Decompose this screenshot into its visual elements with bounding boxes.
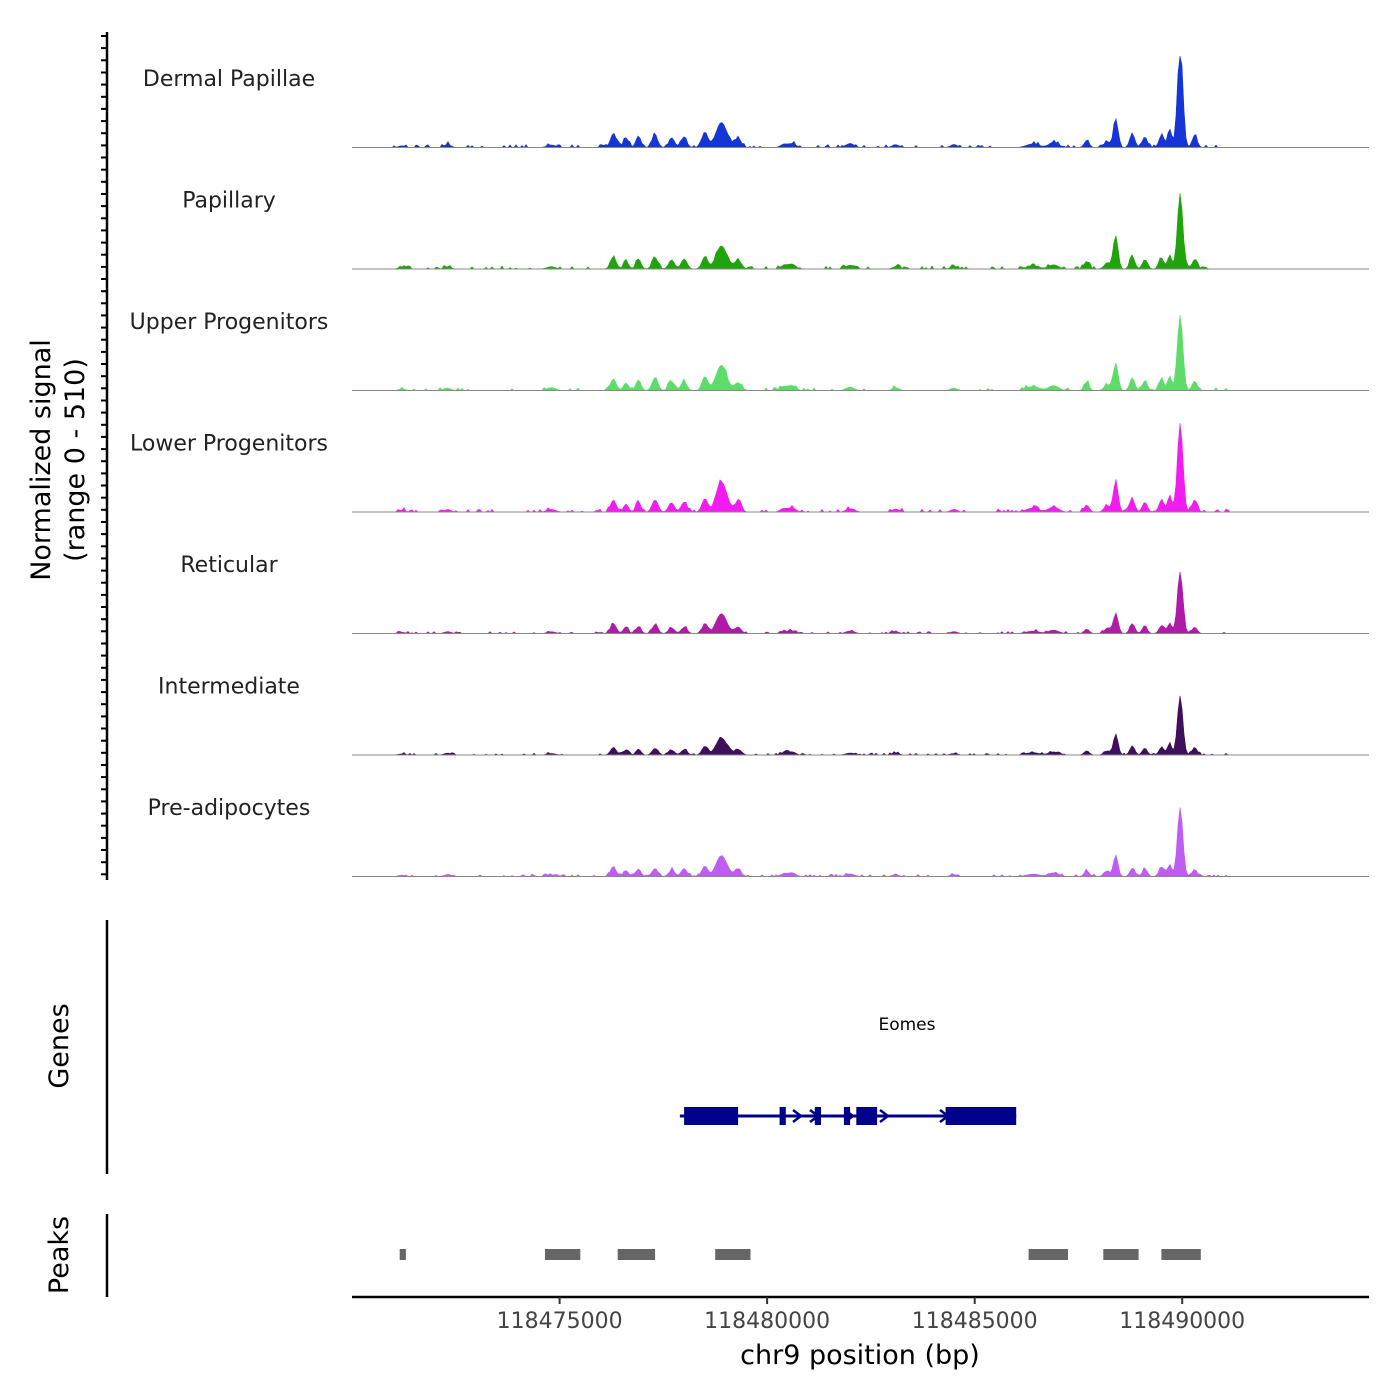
x-axis-tick-label: 118475000 <box>497 1309 623 1334</box>
signal-area <box>352 423 1369 513</box>
gene-exon <box>945 1107 1017 1125</box>
x-axis-tick-label: 118485000 <box>912 1309 1038 1334</box>
signal-area <box>352 571 1369 634</box>
gene-name-label: Eomes <box>878 1015 935 1035</box>
signal-track-pre-adipocytes: Pre-adipocytes <box>148 796 1369 877</box>
signal-axis-label-line2: (range 0 - 510) <box>60 358 91 562</box>
x-axis-tick-label: 118480000 <box>704 1309 830 1334</box>
signal-area <box>352 807 1369 877</box>
peak-region <box>715 1249 751 1260</box>
track-label: Papillary <box>182 189 276 214</box>
track-label: Intermediate <box>158 675 300 700</box>
signal-track-lower-progenitors: Lower Progenitors <box>130 423 1369 513</box>
gene-track: Eomes <box>679 1015 1017 1125</box>
signal-area <box>352 314 1369 391</box>
gene-exon <box>814 1107 821 1125</box>
peak-region <box>545 1249 581 1260</box>
signal-axis-label-line1: Normalized signal <box>26 339 57 581</box>
signal-track-upper-progenitors: Upper Progenitors <box>130 310 1369 391</box>
signal-area <box>352 55 1369 148</box>
signal-area <box>352 695 1369 756</box>
signal-track-intermediate: Intermediate <box>158 675 1369 756</box>
strand-arrow-icon <box>792 1109 804 1123</box>
gene-exon <box>779 1107 786 1125</box>
signal-track-dermal-papillae: Dermal Papillae <box>143 55 1369 148</box>
track-label: Lower Progenitors <box>130 432 328 457</box>
x-axis-ticks: 118475000 118480000 118485000 118490000 <box>497 1297 1245 1334</box>
peak-region <box>1161 1249 1201 1260</box>
track-label: Upper Progenitors <box>130 310 329 335</box>
peak-region <box>399 1249 406 1260</box>
signal-area <box>352 193 1369 270</box>
peak-region <box>617 1249 656 1260</box>
gene-exon <box>843 1107 851 1125</box>
track-label: Dermal Papillae <box>143 67 315 92</box>
peak-region <box>1103 1249 1139 1260</box>
x-axis-label: chr9 position (bp) <box>740 1340 980 1371</box>
track-label: Pre-adipocytes <box>148 796 311 821</box>
strand-arrow-icon <box>879 1109 891 1123</box>
peak-region <box>1028 1249 1068 1260</box>
track-label: Reticular <box>180 553 278 578</box>
peak-track <box>399 1249 1201 1260</box>
gene-exon <box>856 1107 878 1125</box>
x-axis-tick-label: 118490000 <box>1119 1309 1245 1334</box>
signal-tracks: Dermal Papillae Papillary Upper Progenitor… <box>130 55 1369 877</box>
genes-panel-label: Genes <box>44 1003 75 1088</box>
signal-axis <box>101 32 109 880</box>
peaks-panel-label: Peaks <box>44 1216 75 1294</box>
signal-track-reticular: Reticular <box>180 553 1369 634</box>
signal-track-papillary: Papillary <box>182 189 1369 270</box>
gene-exon <box>684 1107 739 1125</box>
